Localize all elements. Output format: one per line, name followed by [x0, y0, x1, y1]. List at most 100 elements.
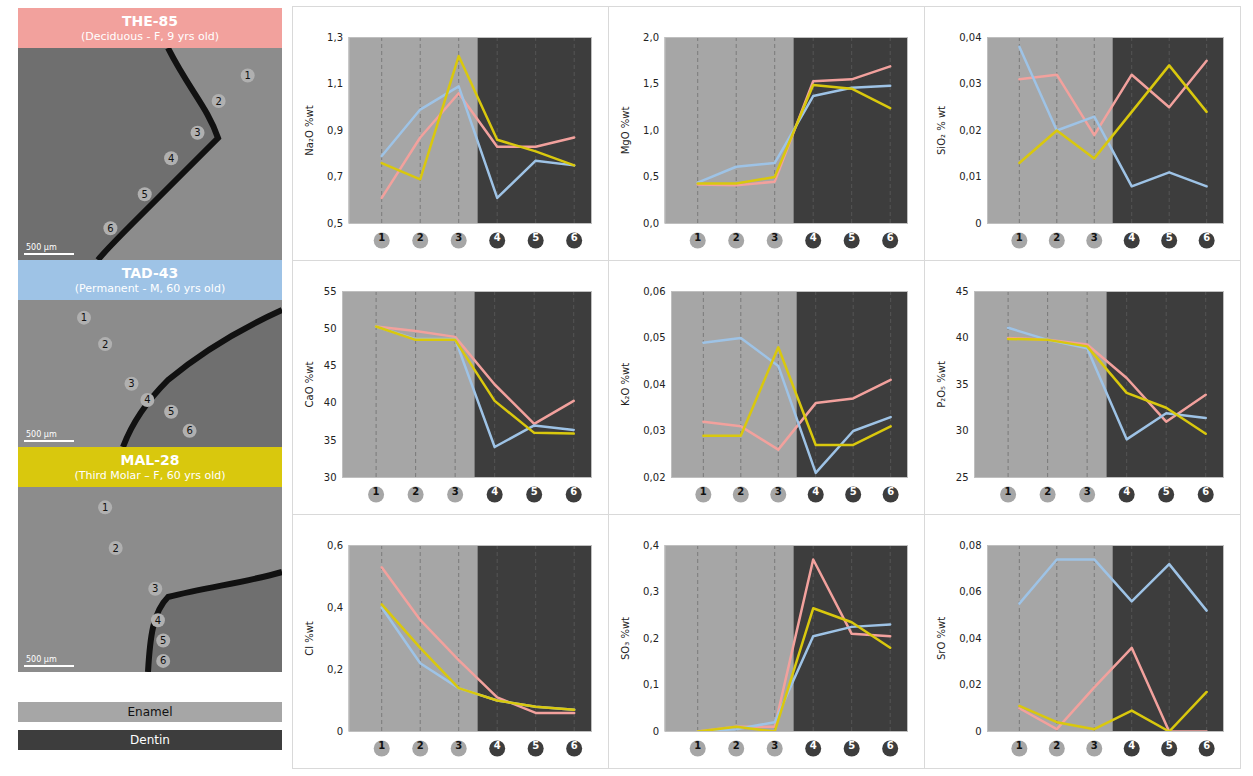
svg-text:0,02: 0,02 [643, 472, 665, 483]
svg-text:3: 3 [452, 486, 459, 497]
svg-text:3: 3 [194, 127, 200, 138]
svg-text:1: 1 [694, 740, 701, 751]
svg-text:0,08: 0,08 [959, 540, 981, 551]
svg-text:4: 4 [494, 232, 501, 243]
svg-text:4: 4 [168, 153, 174, 164]
svg-text:0,1: 0,1 [643, 679, 659, 690]
svg-text:1,1: 1,1 [327, 78, 343, 89]
svg-text:1,5: 1,5 [643, 78, 659, 89]
svg-text:6: 6 [1203, 232, 1210, 243]
svg-text:4: 4 [1123, 486, 1130, 497]
svg-text:6: 6 [186, 425, 192, 436]
svg-text:5: 5 [532, 740, 539, 751]
svg-text:1: 1 [694, 232, 701, 243]
svg-text:0,01: 0,01 [959, 171, 981, 182]
svg-text:1: 1 [378, 232, 385, 243]
svg-text:1,3: 1,3 [327, 32, 343, 43]
svg-text:6: 6 [571, 232, 578, 243]
svg-text:2: 2 [733, 740, 740, 751]
svg-text:1: 1 [1016, 232, 1023, 243]
svg-text:6: 6 [887, 486, 894, 497]
svg-text:SiO₂ % wt: SiO₂ % wt [936, 106, 947, 155]
svg-text:5: 5 [142, 189, 148, 200]
svg-text:SrO %wt: SrO %wt [936, 617, 947, 660]
svg-text:MgO %wt: MgO %wt [620, 107, 631, 155]
svg-text:0,3: 0,3 [643, 586, 659, 597]
svg-text:6: 6 [571, 740, 578, 751]
svg-text:4: 4 [1128, 740, 1135, 751]
svg-text:4: 4 [494, 740, 501, 751]
svg-text:0,6: 0,6 [327, 540, 343, 551]
svg-text:30: 30 [956, 425, 969, 436]
svg-text:2,0: 2,0 [643, 32, 659, 43]
svg-text:Na₂O %wt: Na₂O %wt [304, 105, 315, 155]
svg-text:0,5: 0,5 [327, 218, 343, 229]
svg-text:0: 0 [653, 726, 659, 737]
svg-text:5: 5 [848, 232, 855, 243]
svg-text:5: 5 [532, 232, 539, 243]
svg-text:0,06: 0,06 [643, 286, 665, 297]
svg-text:0: 0 [337, 726, 343, 737]
svg-text:4: 4 [155, 615, 161, 626]
svg-text:500 µm: 500 µm [26, 655, 57, 664]
svg-text:0,03: 0,03 [959, 78, 981, 89]
svg-text:2: 2 [215, 96, 221, 107]
svg-text:0: 0 [975, 726, 981, 737]
svg-text:5: 5 [160, 635, 166, 646]
svg-text:6: 6 [160, 655, 166, 666]
svg-text:5: 5 [848, 740, 855, 751]
svg-text:0,2: 0,2 [643, 633, 659, 644]
svg-text:500 µm: 500 µm [26, 430, 57, 439]
svg-text:0,9: 0,9 [327, 125, 343, 136]
svg-text:6: 6 [887, 740, 894, 751]
svg-text:3: 3 [152, 583, 158, 594]
svg-text:500 µm: 500 µm [26, 243, 57, 252]
svg-text:0,03: 0,03 [643, 425, 665, 436]
svg-text:2: 2 [417, 232, 424, 243]
svg-text:0,04: 0,04 [959, 32, 981, 43]
svg-text:1: 1 [244, 70, 250, 81]
svg-text:4: 4 [491, 486, 498, 497]
svg-text:2: 2 [412, 486, 419, 497]
svg-text:2: 2 [1053, 740, 1060, 751]
svg-text:0,05: 0,05 [643, 332, 665, 343]
svg-text:1: 1 [81, 312, 87, 323]
svg-text:0,4: 0,4 [327, 602, 343, 613]
svg-text:1: 1 [1016, 740, 1023, 751]
svg-text:2: 2 [1044, 486, 1051, 497]
svg-text:0,7: 0,7 [327, 171, 343, 182]
svg-text:5: 5 [531, 486, 538, 497]
svg-text:1: 1 [700, 486, 707, 497]
svg-text:35: 35 [324, 435, 337, 446]
svg-text:0,5: 0,5 [643, 171, 659, 182]
svg-text:1,0: 1,0 [643, 125, 659, 136]
svg-text:0,0: 0,0 [643, 218, 659, 229]
svg-text:0,02: 0,02 [959, 125, 981, 136]
svg-text:Cl %wt: Cl %wt [304, 621, 315, 656]
svg-text:1: 1 [1005, 486, 1012, 497]
svg-text:4: 4 [810, 740, 817, 751]
svg-text:0,2: 0,2 [327, 664, 343, 675]
svg-text:2: 2 [737, 486, 744, 497]
svg-text:0,4: 0,4 [643, 540, 659, 551]
svg-text:0,04: 0,04 [643, 379, 665, 390]
svg-text:3: 3 [775, 486, 782, 497]
svg-text:0,06: 0,06 [959, 586, 981, 597]
svg-text:1: 1 [378, 740, 385, 751]
svg-text:6: 6 [1202, 486, 1209, 497]
svg-text:6: 6 [887, 232, 894, 243]
svg-text:40: 40 [956, 332, 969, 343]
svg-text:0,04: 0,04 [959, 633, 981, 644]
svg-text:3: 3 [771, 740, 778, 751]
svg-text:5: 5 [168, 406, 174, 417]
svg-text:2: 2 [112, 543, 118, 554]
svg-text:45: 45 [956, 286, 969, 297]
svg-text:3: 3 [1091, 232, 1098, 243]
svg-text:5: 5 [1166, 740, 1173, 751]
svg-text:4: 4 [812, 486, 819, 497]
svg-text:0,02: 0,02 [959, 679, 981, 690]
svg-text:2: 2 [102, 339, 108, 350]
svg-text:35: 35 [956, 379, 969, 390]
svg-text:CaO %wt: CaO %wt [304, 362, 315, 408]
svg-text:6: 6 [1203, 740, 1210, 751]
